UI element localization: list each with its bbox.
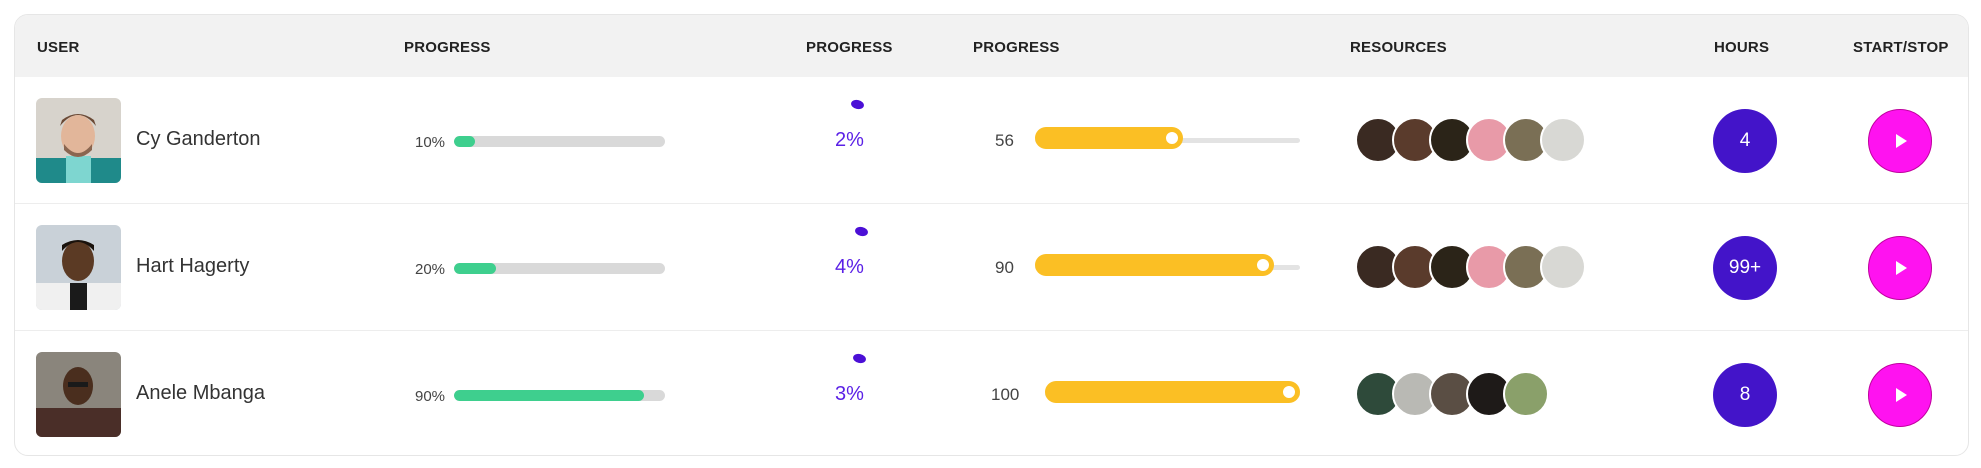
users-table: USER PROGRESS PROGRESS PROGRESS RESOURCE…: [14, 14, 1969, 456]
slider-handle[interactable]: [1281, 384, 1297, 400]
progress-label: 10%: [415, 134, 446, 151]
header-start-stop: START/STOP: [1853, 39, 1949, 56]
slider-fill: [1035, 254, 1274, 276]
hours-badge: 8: [1713, 363, 1777, 427]
slider-value-label: 56: [995, 131, 1014, 150]
header-user: USER: [37, 39, 80, 56]
slider-fill: [1035, 127, 1184, 149]
spinner-icon: [850, 98, 865, 111]
user-name: Anele Mbanga: [136, 382, 265, 404]
spinner-label: 4%: [835, 256, 864, 278]
progress-fill: [454, 263, 497, 274]
play-icon: [1896, 261, 1907, 275]
progress-fill: [454, 136, 476, 147]
play-button[interactable]: [1868, 236, 1932, 300]
avatar: [36, 98, 121, 183]
avatar: [36, 225, 121, 310]
slider-handle[interactable]: [1254, 257, 1271, 273]
progress-label: 90%: [415, 388, 446, 405]
hours-badge: 4: [1713, 109, 1777, 173]
table-row: Anele Mbanga 90% 3% 100 8: [15, 331, 1968, 455]
spinner-icon: [854, 225, 869, 238]
spinner-icon: [852, 352, 867, 365]
slider-handle[interactable]: [1164, 130, 1181, 146]
spinner-label: 3%: [835, 383, 864, 405]
resource-avatar: [1503, 371, 1549, 417]
progress-fill: [454, 390, 644, 401]
play-button[interactable]: [1868, 109, 1932, 173]
resource-avatar: [1540, 117, 1586, 163]
progress-bar: [454, 136, 665, 147]
progress-bar: [454, 263, 665, 274]
header-progress-3: PROGRESS: [973, 39, 1060, 56]
slider-value-label: 90: [995, 258, 1014, 277]
user-name: Hart Hagerty: [136, 255, 250, 277]
header-progress-2: PROGRESS: [806, 39, 893, 56]
play-button[interactable]: [1868, 363, 1932, 427]
spinner-label: 2%: [835, 129, 864, 151]
slider-fill: [1045, 381, 1300, 403]
header-hours: HOURS: [1714, 39, 1770, 56]
play-icon: [1896, 134, 1907, 148]
progress-bar: [454, 390, 665, 401]
table-row: Cy Ganderton 10% 2% 56 4: [15, 77, 1968, 204]
hours-badge: 99+: [1713, 236, 1777, 300]
user-name: Cy Ganderton: [136, 128, 261, 150]
table-row: Hart Hagerty 20% 4% 90 99+: [15, 204, 1968, 331]
progress-label: 20%: [415, 261, 446, 278]
header-progress-1: PROGRESS: [404, 39, 491, 56]
resource-avatar: [1540, 244, 1586, 290]
header-resources: RESOURCES: [1350, 39, 1447, 56]
table-header: USER PROGRESS PROGRESS PROGRESS RESOURCE…: [15, 15, 1968, 77]
play-icon: [1896, 388, 1907, 402]
slider-value-label: 100: [991, 385, 1020, 404]
avatar: [36, 352, 121, 437]
